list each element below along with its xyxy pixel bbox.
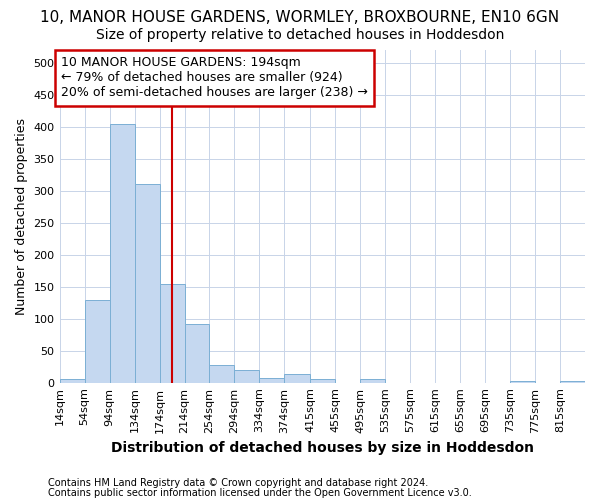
Text: Size of property relative to detached houses in Hoddesdon: Size of property relative to detached ho… [96,28,504,42]
Bar [134,184,160,382]
Bar [110,124,134,382]
X-axis label: Distribution of detached houses by size in Hoddesdon: Distribution of detached houses by size … [111,441,534,455]
Text: 10 MANOR HOUSE GARDENS: 194sqm
← 79% of detached houses are smaller (924)
20% of: 10 MANOR HOUSE GARDENS: 194sqm ← 79% of … [61,56,368,100]
Text: Contains public sector information licensed under the Open Government Licence v3: Contains public sector information licen… [48,488,472,498]
Bar [235,370,259,382]
Bar [160,284,185,382]
Bar [310,380,335,382]
Text: Contains HM Land Registry data © Crown copyright and database right 2024.: Contains HM Land Registry data © Crown c… [48,478,428,488]
Bar [209,365,235,382]
Y-axis label: Number of detached properties: Number of detached properties [15,118,28,315]
Bar [284,374,310,382]
Bar [360,380,385,382]
Text: 10, MANOR HOUSE GARDENS, WORMLEY, BROXBOURNE, EN10 6GN: 10, MANOR HOUSE GARDENS, WORMLEY, BROXBO… [40,10,560,25]
Bar [85,300,110,382]
Bar [259,378,284,382]
Bar [59,380,85,382]
Bar [185,324,209,382]
